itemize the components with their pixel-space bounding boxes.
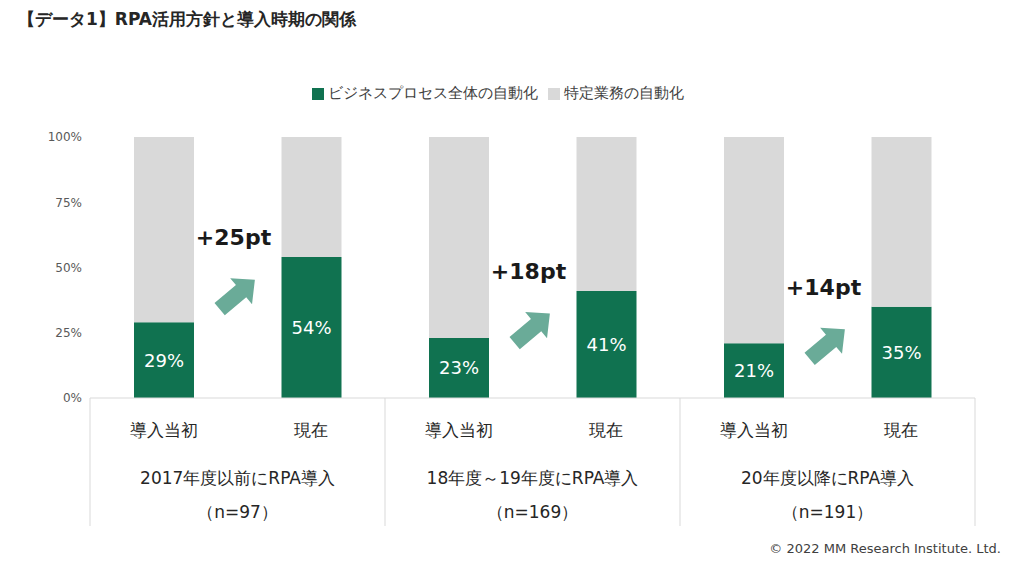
svg-text:現在: 現在 — [589, 420, 623, 440]
svg-text:（n=97）: （n=97） — [197, 502, 278, 522]
svg-text:21%: 21% — [734, 360, 774, 381]
svg-text:+25pt: +25pt — [196, 225, 272, 250]
svg-text:現在: 現在 — [294, 420, 328, 440]
html-text:【データ1】RPA活用方針と導入時期の関係: 【データ1】RPA活用方針と導入時期の関係 — [18, 9, 356, 29]
svg-text:導入当初: 導入当初 — [720, 420, 788, 440]
svg-text:2017年度以前にRPA導入: 2017年度以前にRPA導入 — [140, 468, 335, 488]
svg-text:25%: 25% — [55, 326, 82, 340]
html-text:© 2022 MM Research Institute.: © 2022 MM Research Institute. Ltd. — [769, 541, 1001, 556]
html-text:特定業務の自動化: 特定業務の自動化 — [563, 84, 684, 102]
svg-text:（n=191）: （n=191） — [782, 502, 873, 522]
svg-text:20年度以降にRPA導入: 20年度以降にRPA導入 — [741, 468, 914, 488]
svg-text:+14pt: +14pt — [786, 275, 862, 300]
svg-text:+18pt: +18pt — [491, 259, 567, 284]
svg-text:導入当初: 導入当初 — [425, 420, 493, 440]
svg-text:50%: 50% — [55, 261, 82, 275]
svg-text:（n=169）: （n=169） — [487, 502, 578, 522]
svg-text:0%: 0% — [63, 391, 82, 405]
svg-text:現在: 現在 — [884, 420, 918, 440]
svg-text:75%: 75% — [55, 196, 82, 210]
svg-text:29%: 29% — [144, 350, 184, 371]
svg-text:18年度～19年度にRPA導入: 18年度～19年度にRPA導入 — [427, 468, 639, 488]
svg-text:23%: 23% — [439, 357, 479, 378]
svg-text:35%: 35% — [881, 342, 921, 363]
svg-text:41%: 41% — [586, 334, 626, 355]
html-text:ビジネスプロセス全体の自動化: ビジネスプロセス全体の自動化 — [327, 84, 538, 102]
svg-text:導入当初: 導入当初 — [130, 420, 198, 440]
svg-text:54%: 54% — [291, 317, 331, 338]
svg-text:100%: 100% — [48, 130, 82, 144]
